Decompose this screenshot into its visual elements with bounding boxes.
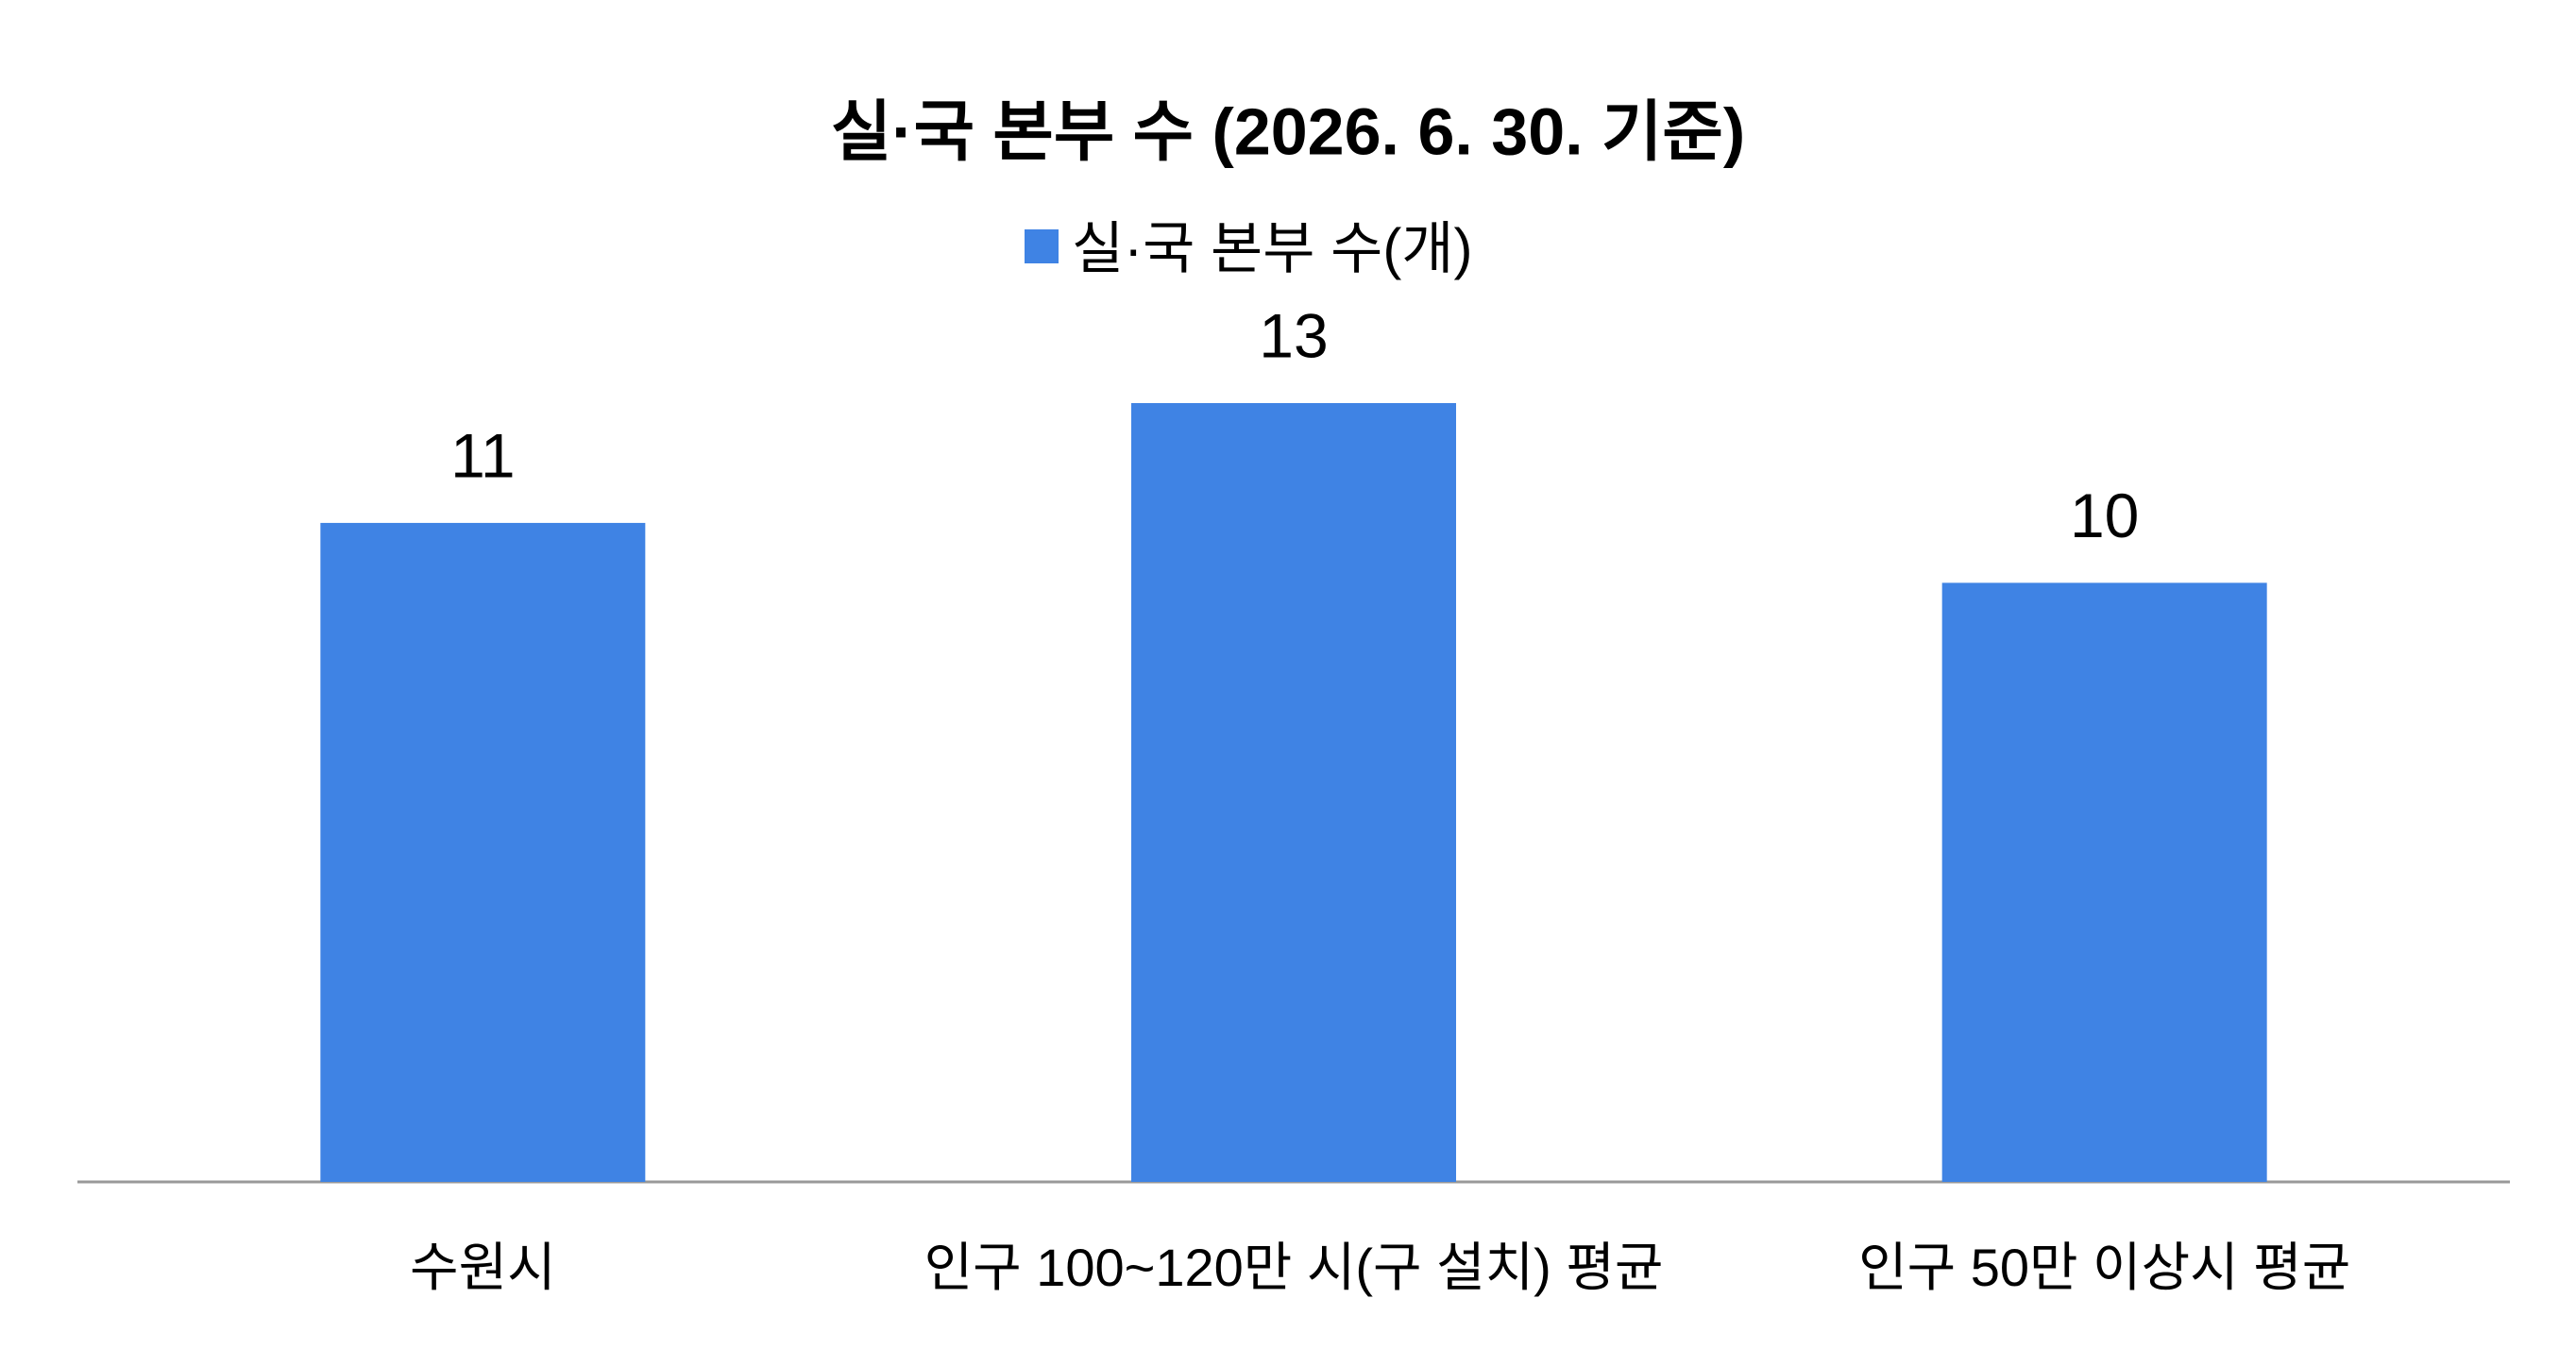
data-label: 10 — [2070, 481, 2139, 550]
x-tick-label: 인구 100~120만 시(구 설치) 평균 — [924, 1238, 1664, 1297]
bar — [320, 522, 646, 1182]
legend-swatch — [1025, 229, 1059, 263]
bar — [1941, 582, 2267, 1182]
legend-label: 실·국 본부 수(개) — [1072, 217, 1472, 280]
data-label: 13 — [1259, 300, 1328, 370]
x-tick-label: 수원시 — [410, 1238, 556, 1297]
data-label: 11 — [450, 420, 516, 490]
chart-title: 실·국 본부 수 (2026. 6. 30. 기준) — [831, 94, 1745, 168]
bar — [1131, 403, 1456, 1182]
x-tick-label: 인구 50만 이상시 평균 — [1858, 1238, 2350, 1297]
